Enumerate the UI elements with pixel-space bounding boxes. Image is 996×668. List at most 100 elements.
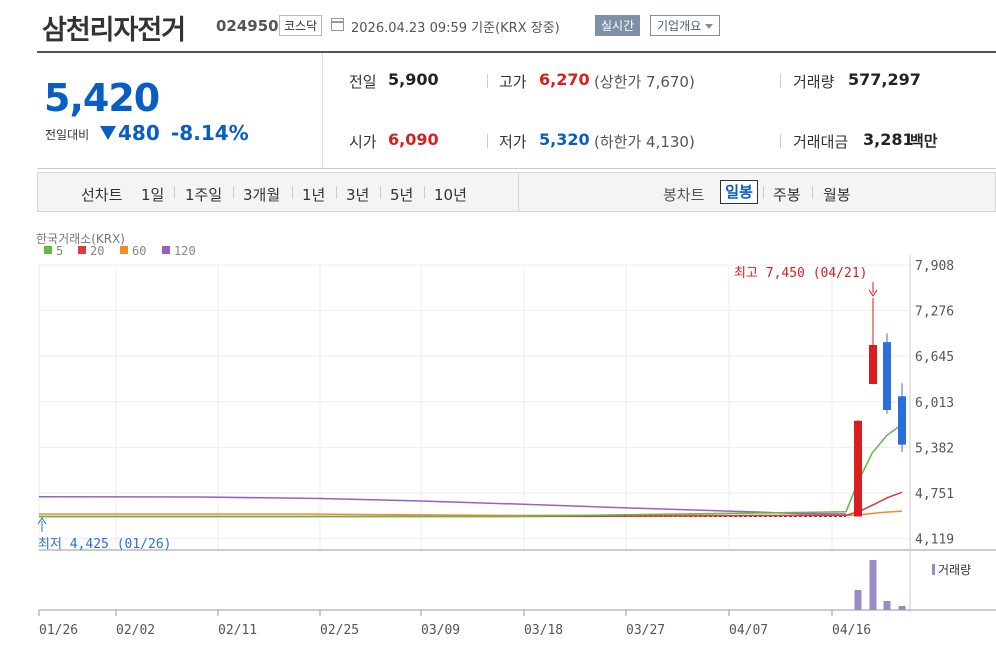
- legend-swatch-120: [162, 246, 170, 254]
- down-triangle-icon: [100, 126, 116, 140]
- volume-bar-04/22: [883, 601, 891, 610]
- open-label: 시가: [349, 133, 377, 151]
- period-1d[interactable]: 1일: [141, 186, 165, 204]
- period-monthly[interactable]: 월봉: [823, 186, 851, 204]
- stock-code: 024950: [216, 17, 279, 35]
- corp-overview-dropdown[interactable]: 기업개요: [650, 15, 721, 36]
- legend-label-5: 5: [56, 244, 63, 258]
- change-value: 480: [118, 121, 160, 145]
- low-label: 저가: [499, 133, 527, 151]
- y-tick-label: 7,908: [915, 259, 954, 274]
- separator: [812, 186, 813, 199]
- open-value: 6,090: [388, 130, 439, 149]
- chart-source: 한국거래소(KRX): [36, 232, 125, 246]
- volume-bar-04/21: [869, 560, 877, 610]
- prev-close-label: 전일: [349, 73, 377, 91]
- prev-close-value: 5,900: [388, 70, 439, 89]
- plot-frame: [38, 264, 911, 551]
- chevron-down-icon: [705, 24, 714, 29]
- x-tick-label: 03/18: [524, 623, 563, 638]
- realtime-button[interactable]: 실시간: [595, 15, 641, 36]
- high-annotation: 최고 7,450 (04/21): [734, 266, 868, 281]
- low-annotation: 최저 4,425 (01/26): [38, 537, 172, 552]
- ma-legend: 5 20 60 120: [44, 244, 196, 258]
- y-axis: 7,908 7,276 6,645 6,013 5,382 4,751 4,119: [915, 259, 954, 548]
- separator: [780, 134, 781, 148]
- period-daily[interactable]: 일봉: [720, 180, 758, 204]
- period-3y[interactable]: 3년: [346, 186, 370, 204]
- y-tick-label: 6,645: [915, 350, 954, 365]
- volume-value: 577,297: [848, 70, 921, 89]
- x-tick-label: 02/02: [116, 623, 155, 638]
- annotations: 최고 7,450 (04/21) 최저 4,425 (01/26): [37, 266, 878, 552]
- x-tick-label: 03/27: [626, 623, 665, 638]
- separator: [233, 186, 234, 199]
- ma120-line: [38, 495, 847, 515]
- y-tick-label: 5,382: [915, 441, 954, 456]
- calendar-icon: [331, 18, 344, 31]
- volume-bar-04/23: [898, 606, 906, 610]
- low-value: 5,320: [539, 130, 590, 149]
- high-arrow-head: [868, 289, 878, 297]
- separator: [292, 186, 293, 199]
- separator: [336, 186, 337, 199]
- chart-grid: [38, 255, 996, 612]
- volume-legend-swatch: [932, 564, 935, 575]
- period-10y[interactable]: 10년: [434, 186, 467, 204]
- line-chart-label: 선차트: [81, 186, 123, 204]
- y-tick-label: 6,013: [915, 396, 954, 411]
- separator: [174, 186, 175, 199]
- divider: [518, 172, 519, 212]
- legend-label-60: 60: [132, 244, 146, 258]
- amount-unit: 백만: [910, 132, 938, 150]
- period-5y[interactable]: 5년: [390, 186, 414, 204]
- lower-limit: (하한가 4,130): [594, 133, 695, 151]
- legend-swatch-20: [78, 246, 86, 254]
- volume-label: 거래량: [793, 73, 835, 91]
- period-toolbar: [37, 172, 996, 212]
- legend-swatch-60: [120, 246, 128, 254]
- candle-chart-label: 봉차트: [663, 186, 705, 204]
- change-percent: -8.14%: [171, 121, 249, 145]
- x-tick-label: 03/09: [421, 623, 460, 638]
- separator: [763, 186, 764, 199]
- high-value: 6,270: [539, 70, 590, 89]
- candle-body-04/22: [883, 342, 891, 410]
- period-3m[interactable]: 3개월: [243, 186, 281, 204]
- legend-label-120: 120: [174, 244, 196, 258]
- x-tick-label: 04/16: [832, 623, 871, 638]
- period-1y[interactable]: 1년: [302, 186, 326, 204]
- candle-body-04/21: [869, 344, 877, 384]
- y-tick-label: 4,751: [915, 487, 954, 502]
- amount-label: 거래대금: [793, 133, 849, 151]
- change-label: 전일대비: [45, 128, 90, 142]
- separator: [780, 74, 781, 88]
- x-axis: 01/26 02/02 02/11 02/25 03/09 03/18 03/27 04/07…: [38, 610, 871, 638]
- period-weekly[interactable]: 주봉: [773, 186, 801, 204]
- divider: [322, 53, 323, 168]
- separator: [487, 74, 488, 88]
- x-tick-label: 04/07: [729, 623, 768, 638]
- separator: [424, 186, 425, 199]
- quote-panel: [37, 51, 996, 169]
- candle-body-04/23: [898, 396, 906, 445]
- as-of-time: 2026.04.23 09:59 기준(KRX 장중): [351, 21, 560, 36]
- volume-legend-label: 거래량: [938, 563, 971, 577]
- x-tick-label: 02/11: [218, 623, 257, 638]
- high-label: 고가: [499, 73, 527, 91]
- stock-name: 삼천리자전거: [42, 15, 186, 46]
- corp-overview-label: 기업개요: [657, 19, 702, 33]
- y-tick-label: 7,276: [915, 305, 954, 320]
- amount-value: 3,281: [863, 130, 914, 149]
- upper-limit: (상한가 7,670): [594, 73, 695, 91]
- low-arrow-head: [37, 517, 47, 525]
- period-1w[interactable]: 1주일: [185, 186, 223, 204]
- x-tick-label: 01/26: [39, 623, 78, 638]
- legend-swatch-5: [44, 246, 52, 254]
- separator: [380, 186, 381, 199]
- current-price: 5,420: [44, 76, 160, 120]
- volume-chart: 거래량: [39, 560, 996, 611]
- market-badge: 코스닥: [279, 15, 323, 36]
- candle-body-04/20: [854, 420, 862, 517]
